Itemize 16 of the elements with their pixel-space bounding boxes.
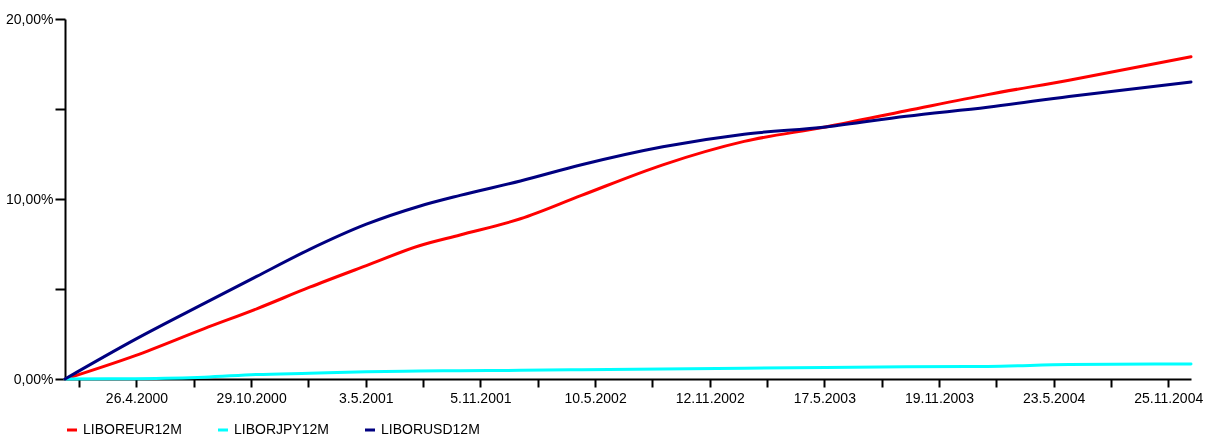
x-tick-label: 3.5.2001 <box>339 389 394 406</box>
legend-label: LIBOREUR12M <box>83 421 182 437</box>
x-tick-label: 17.5.2003 <box>793 389 857 406</box>
x-tick-label: 25.11.2004 <box>1134 389 1204 406</box>
x-tick-label: 19.11.2003 <box>904 389 975 406</box>
legend-label: LIBORUSD12M <box>381 421 480 437</box>
y-tick-label: 20,00% <box>6 10 54 27</box>
x-tick-label: 29.10.2000 <box>216 389 287 406</box>
legend-label: LIBORJPY12M <box>234 421 329 437</box>
x-tick-label: 23.5.2004 <box>1022 389 1086 406</box>
x-tick-label: 12.11.2002 <box>675 389 745 406</box>
y-tick-label: 0,00% <box>13 370 54 387</box>
x-tick-label: 26.4.2000 <box>105 389 169 406</box>
x-tick-label: 10.5.2002 <box>564 389 627 406</box>
y-tick-label: 10,00% <box>6 190 54 207</box>
x-tick-label: 5.11.2001 <box>450 389 512 406</box>
